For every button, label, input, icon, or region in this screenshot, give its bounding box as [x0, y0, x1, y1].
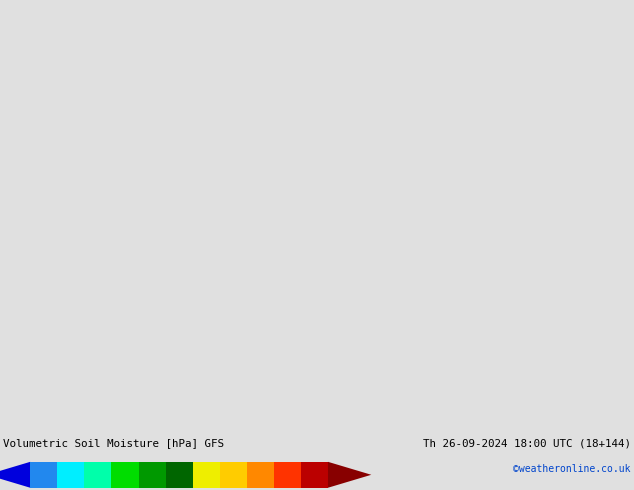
Bar [112, 462, 138, 488]
Polygon shape [328, 462, 372, 488]
Bar [165, 462, 193, 488]
Bar [301, 462, 328, 488]
Text: ©weatheronline.co.uk: ©weatheronline.co.uk [514, 464, 631, 474]
Bar [138, 462, 165, 488]
Text: Th 26-09-2024 18:00 UTC (18+144): Th 26-09-2024 18:00 UTC (18+144) [423, 438, 631, 448]
Bar [220, 462, 247, 488]
Bar [30, 462, 57, 488]
Bar [247, 462, 274, 488]
Text: Volumetric Soil Moisture [hPa] GFS: Volumetric Soil Moisture [hPa] GFS [3, 438, 224, 448]
Bar [84, 462, 112, 488]
Bar [193, 462, 220, 488]
Bar [274, 462, 301, 488]
Bar [57, 462, 84, 488]
Polygon shape [0, 462, 30, 488]
